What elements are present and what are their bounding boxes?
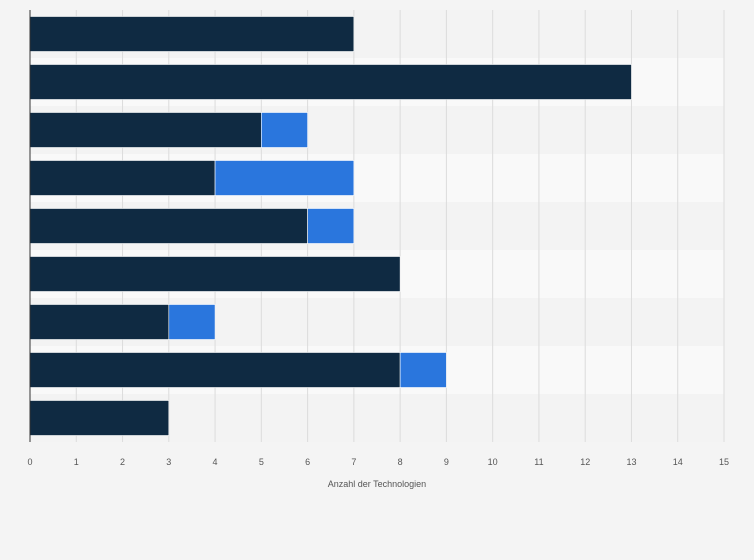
- x-tick-label: 10: [488, 457, 498, 467]
- bar-segment-series-1[interactable]: [29, 208, 308, 244]
- bar-segment-series-2[interactable]: [261, 112, 308, 148]
- x-tick-label: 4: [213, 457, 218, 467]
- x-tick-label: 13: [626, 457, 636, 467]
- bar-segment-series-1[interactable]: [29, 400, 170, 436]
- x-tick-label: 3: [166, 457, 171, 467]
- x-tick-label: 0: [27, 457, 32, 467]
- x-tick-label: 11: [534, 457, 543, 467]
- bars: [29, 16, 632, 436]
- x-tick-label: 12: [580, 457, 590, 467]
- x-axis-title: Anzahl der Technologien: [328, 479, 426, 489]
- bar-segment-series-1[interactable]: [29, 256, 401, 292]
- bar-segment-series-1[interactable]: [29, 112, 262, 148]
- bar-segment-series-1[interactable]: [29, 160, 216, 196]
- x-tick-label: 15: [719, 457, 729, 467]
- x-tick-label: 7: [351, 457, 356, 467]
- x-tick-label: 6: [305, 457, 310, 467]
- x-tick-label: 9: [444, 457, 449, 467]
- bar-segment-series-2[interactable]: [307, 208, 355, 244]
- bar-segment-series-1[interactable]: [29, 304, 170, 340]
- x-tick-label: 14: [673, 457, 683, 467]
- x-tick-label: 2: [120, 457, 125, 467]
- x-tick-labels: 0 1 2 3 4 5 6 7 8 9 10 11 12 13 14 15: [27, 457, 729, 467]
- bar-segment-series-2[interactable]: [168, 304, 216, 340]
- x-tick-label: 8: [398, 457, 403, 467]
- bar-segment-series-1[interactable]: [29, 64, 632, 100]
- bar-segment-series-2[interactable]: [399, 352, 447, 388]
- bar-segment-series-2[interactable]: [214, 160, 355, 196]
- bar-segment-series-1[interactable]: [29, 16, 355, 52]
- bar-segment-series-1[interactable]: [29, 352, 401, 388]
- x-tick-label: 5: [259, 457, 264, 467]
- x-tick-label: 1: [74, 457, 79, 467]
